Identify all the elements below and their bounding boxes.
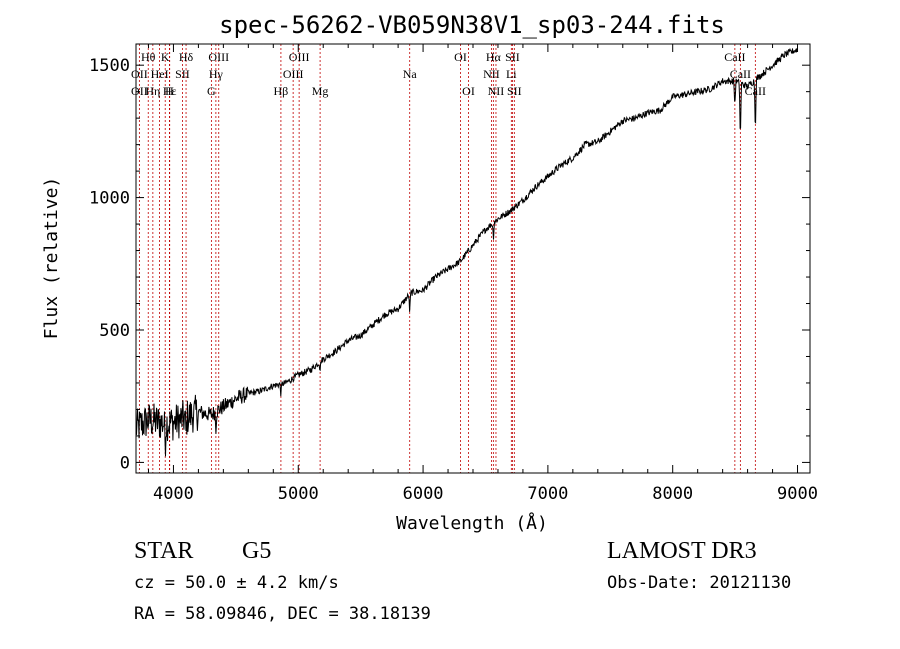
- x-tick-label: 6000: [403, 484, 444, 504]
- survey-label: LAMOST DR3: [607, 538, 757, 564]
- redshift-text: cz = 50.0 ± 4.2 km/s: [134, 573, 339, 593]
- y-tick-label: 1500: [89, 56, 130, 76]
- y-tick-label: 0: [120, 453, 130, 473]
- ra-dec-text: RA = 58.09846, DEC = 38.18139: [134, 604, 431, 624]
- spectral-line-label: Hβ: [274, 84, 289, 98]
- x-tick-label: 8000: [652, 484, 693, 504]
- spectral-line-label: Hε: [163, 84, 177, 98]
- spectral-line-label: NII: [483, 67, 500, 81]
- spectral-line-label: Hγ: [209, 67, 224, 81]
- spectral-line-label: H: [165, 84, 174, 98]
- y-tick-label: 1000: [89, 189, 130, 209]
- spectral-line-label: Hθ: [141, 50, 156, 64]
- spectral-line-label: Hδ: [179, 50, 194, 64]
- spectral-line-label: SII: [505, 50, 520, 64]
- axis-ticks: 4000 5000 6000 7000 8000 9000 0 500 1000 1500: [89, 44, 818, 504]
- spectral-line-label: CaII: [730, 67, 751, 81]
- spectral-line-label: Hη: [145, 84, 160, 98]
- plot-frame: [135, 43, 811, 474]
- spectral-line-label: OIII: [208, 50, 229, 64]
- spectral-line-label: CaII: [745, 84, 766, 98]
- spectral-line-label: G: [207, 84, 216, 98]
- x-tick-label: 5000: [278, 484, 319, 504]
- spectral-line-label: SII: [507, 84, 522, 98]
- spectral-line-label: OI: [454, 50, 467, 64]
- x-tick-label: 7000: [527, 484, 568, 504]
- spectral-line-label: OIII: [283, 67, 304, 81]
- object-subclass: G5: [242, 538, 272, 564]
- spectrum-series-line: [135, 47, 798, 457]
- spectral-line-label: CaII: [724, 50, 745, 64]
- y-axis-label: Flux (relative): [41, 177, 62, 340]
- spectral-line-label: HeI: [151, 67, 169, 81]
- chart-title: spec-56262-VB059N38V1_sp03-244.fits: [219, 11, 725, 39]
- object-class: STAR: [134, 538, 194, 564]
- y-tick-label: 500: [99, 321, 130, 341]
- spectral-line-label: Li: [506, 67, 517, 81]
- x-tick-label: 4000: [153, 484, 194, 504]
- spectral-line-label: OII: [131, 67, 148, 81]
- spectral-line-label: OI: [462, 84, 475, 98]
- spectral-line-label: NII: [488, 84, 505, 98]
- spectral-line-label: K: [161, 50, 170, 64]
- spectral-line-label: Hα: [486, 50, 502, 64]
- spectral-line-label: SII: [175, 67, 190, 81]
- x-axis-label: Wavelength (Å): [396, 512, 548, 534]
- spectral-line-label: Na: [403, 67, 418, 81]
- spectral-line-label: OIII: [289, 50, 310, 64]
- spectral-line-label: Mg: [312, 84, 329, 98]
- spectral-line-markers: [138, 44, 756, 473]
- spectral-line-label: OII: [131, 84, 148, 98]
- x-tick-label: 9000: [777, 484, 818, 504]
- obs-date-text: Obs-Date: 20121130: [607, 573, 792, 593]
